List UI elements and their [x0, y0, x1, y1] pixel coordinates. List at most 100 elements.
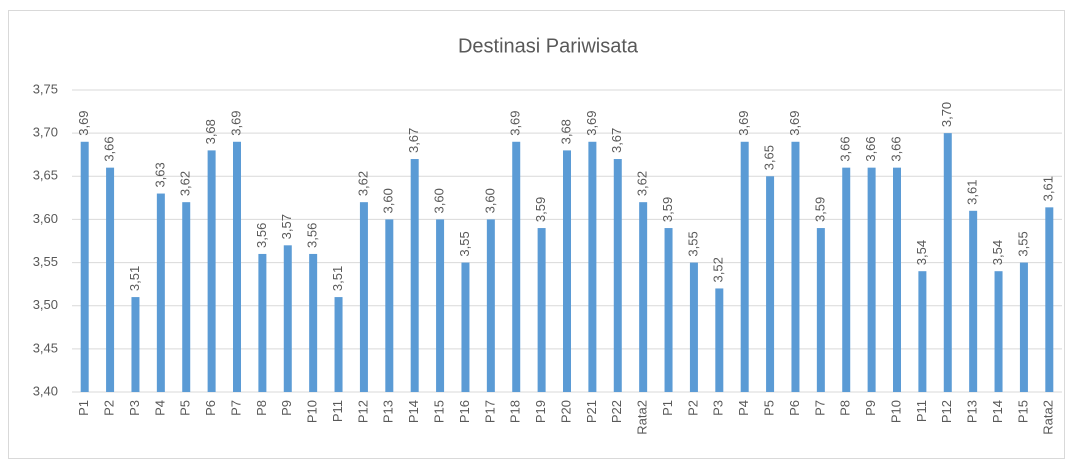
y-tick-label: 3,40 — [33, 383, 58, 398]
chart-title: Destinasi Pariwisata — [458, 35, 639, 57]
bar — [131, 297, 140, 392]
data-label: 3,62 — [635, 171, 650, 196]
y-tick-label: 3,65 — [33, 168, 58, 183]
x-tick-label: P3 — [711, 400, 726, 416]
bar — [106, 167, 115, 392]
data-label: 3,59 — [812, 197, 827, 222]
data-label: 3,69 — [736, 110, 751, 135]
bar — [385, 219, 394, 392]
data-label: 3,69 — [584, 110, 599, 135]
data-label: 3,60 — [381, 188, 396, 213]
bar — [842, 167, 851, 392]
data-label: 3,59 — [660, 197, 675, 222]
bar — [664, 228, 673, 392]
bar — [309, 253, 318, 392]
data-label: 3,51 — [330, 266, 345, 291]
x-tick-label: P12 — [355, 400, 370, 423]
data-label: 3,69 — [787, 110, 802, 135]
x-tick-label: P22 — [609, 400, 624, 423]
data-label: 3,52 — [711, 257, 726, 282]
x-tick-label: P7 — [812, 400, 827, 416]
x-tick-label: P12 — [939, 400, 954, 423]
bar — [969, 210, 978, 392]
bar — [613, 159, 622, 392]
bar — [867, 167, 876, 392]
data-label: 3,67 — [609, 128, 624, 153]
bar — [639, 202, 648, 392]
bar — [233, 141, 241, 392]
data-label: 3,66 — [863, 136, 878, 161]
data-label: 3,54 — [990, 240, 1005, 265]
bar — [410, 159, 419, 392]
x-tick-label: P4 — [152, 400, 167, 416]
bar — [689, 262, 698, 392]
x-tick-label: P7 — [228, 400, 243, 416]
x-tick-label: P16 — [457, 400, 472, 423]
x-tick-label: P15 — [432, 400, 447, 423]
bar — [816, 228, 825, 392]
bar — [893, 167, 901, 392]
data-label: 3,68 — [558, 119, 573, 144]
bar — [766, 176, 775, 392]
bar — [486, 219, 495, 392]
bar — [436, 219, 445, 392]
x-tick-label: P5 — [178, 400, 193, 416]
bar — [715, 288, 724, 392]
x-tick-label: P13 — [965, 400, 980, 423]
bar — [918, 271, 927, 392]
bar — [740, 141, 749, 392]
x-tick-label: P2 — [102, 400, 117, 416]
x-tick-label: P19 — [533, 400, 548, 423]
x-tick-label: P5 — [762, 400, 777, 416]
x-tick-label: P3 — [127, 400, 142, 416]
bar — [359, 202, 368, 392]
bar — [1045, 207, 1054, 392]
x-tick-label: P14 — [406, 400, 421, 423]
x-tick-label: Rata2 — [635, 400, 650, 435]
data-label: 3,67 — [406, 128, 421, 153]
bar — [156, 193, 165, 392]
x-tick-label: P11 — [330, 400, 345, 422]
data-label: 3,68 — [203, 119, 218, 144]
bar — [80, 141, 89, 392]
x-tick-label: P15 — [1015, 400, 1030, 423]
data-label: 3,70 — [939, 102, 954, 127]
x-tick-label: P9 — [279, 400, 294, 416]
x-tick-label: P18 — [508, 400, 523, 423]
data-label: 3,66 — [838, 136, 853, 161]
bar — [994, 271, 1003, 392]
bar — [563, 150, 571, 392]
x-tick-label: P11 — [914, 400, 929, 422]
x-tick-label: P4 — [736, 400, 751, 416]
data-label: 3,60 — [482, 188, 497, 213]
bar — [588, 141, 597, 392]
bar — [182, 202, 191, 392]
bar — [207, 150, 216, 392]
bar — [943, 133, 952, 392]
data-label: 3,55 — [457, 231, 472, 256]
y-tick-label: 3,70 — [33, 125, 58, 140]
x-tick-label: Rata2 — [1041, 400, 1056, 435]
x-tick-label: P1 — [76, 400, 91, 416]
y-tick-label: 3,45 — [33, 340, 58, 355]
x-tick-label: P8 — [838, 400, 853, 416]
x-tick-label: P8 — [254, 400, 269, 416]
x-tick-label: P10 — [305, 400, 320, 423]
data-label: 3,55 — [1015, 231, 1030, 256]
x-tick-label: P21 — [584, 400, 599, 423]
data-label: 3,62 — [355, 171, 370, 196]
data-label: 3,59 — [533, 197, 548, 222]
bar — [537, 228, 546, 392]
data-label: 3,56 — [305, 223, 320, 248]
y-tick-label: 3,55 — [33, 254, 58, 269]
bar — [1019, 262, 1028, 392]
x-tick-label: P17 — [482, 400, 497, 423]
data-label: 3,69 — [508, 110, 523, 135]
x-tick-label: P14 — [990, 400, 1005, 423]
bar — [283, 245, 292, 392]
data-label: 3,69 — [76, 110, 91, 135]
data-label: 3,60 — [432, 188, 447, 213]
data-label: 3,61 — [1041, 176, 1056, 201]
data-label: 3,56 — [254, 223, 269, 248]
